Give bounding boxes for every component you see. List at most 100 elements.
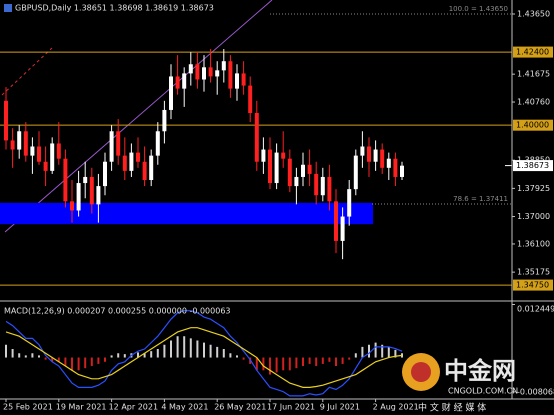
chart-title: GBPUSD,Daily 1.38651 1.38698 1.38619 1.3… (15, 4, 214, 13)
histogram-bar (183, 336, 186, 358)
y-tick-label: 1.43650 (517, 10, 550, 19)
level-box (513, 46, 553, 58)
candle-body (89, 176, 94, 205)
histogram-bar (117, 353, 120, 358)
histogram-bar (104, 357, 106, 362)
histogram-bar (11, 349, 14, 358)
candle-body (188, 64, 193, 74)
zone (0, 202, 373, 225)
histogram-bar (31, 353, 34, 358)
histogram-bar (368, 344, 370, 358)
candle-body (400, 165, 404, 177)
fib-label: 100.0 = 1.43650 (449, 5, 508, 13)
watermark-name: 中金网 (444, 357, 516, 385)
candle-body (162, 109, 167, 132)
trend-line (4, 0, 273, 233)
candle-body (50, 143, 55, 171)
histogram-bar (328, 357, 331, 362)
histogram-bar (51, 357, 54, 362)
histogram-bar (163, 344, 166, 358)
candle-body (221, 61, 226, 71)
candle-body (334, 201, 338, 241)
candle-body (4, 100, 8, 141)
candle-body (30, 146, 35, 156)
candle-body (103, 161, 107, 187)
candle-body (386, 158, 391, 168)
histogram-bar (341, 357, 344, 364)
histogram-bar (196, 340, 199, 358)
candle-body (314, 173, 319, 196)
y-tick-label: 1.41675 (517, 70, 550, 79)
histogram-bar (269, 357, 271, 375)
candle-body (281, 152, 286, 159)
histogram-bar (255, 357, 258, 371)
candle-body (228, 61, 233, 89)
x-tick-label: 17 Jun 2021 (267, 403, 315, 412)
logo (411, 362, 431, 382)
last-price-box (513, 160, 553, 172)
histogram-bar (24, 355, 27, 358)
candle-body (241, 73, 246, 86)
y-tick-label: -0.008068 (517, 387, 554, 396)
histogram-bar (209, 344, 212, 358)
candle-body (327, 176, 332, 202)
candle-body (122, 155, 127, 171)
histogram-bar (381, 344, 384, 358)
candle-body (301, 164, 305, 177)
fib-label: 78.6 = 1.37411 (453, 195, 508, 203)
histogram-bar (203, 342, 205, 358)
histogram-bar (189, 338, 192, 358)
candle-body (37, 146, 41, 162)
histogram-bar (387, 346, 390, 358)
signal-line (5, 327, 403, 388)
level-label: 1.34750 (516, 281, 549, 290)
candle-body (17, 131, 22, 150)
x-tick-label: 19 Mar 2021 (56, 403, 107, 412)
candle-body (129, 152, 134, 171)
histogram-bar (110, 355, 113, 358)
histogram-bar (321, 357, 324, 364)
histogram-bar (361, 346, 364, 358)
candle-body (254, 112, 259, 162)
candle-body (248, 85, 253, 113)
last-price-label: 1.38673 (516, 161, 549, 170)
histogram-bar (77, 357, 80, 371)
candle-body (136, 152, 140, 162)
x-tick-label: 25 Feb 2021 (3, 403, 53, 412)
candle-body (208, 67, 213, 77)
candle-body (169, 76, 173, 110)
candle-body (195, 64, 200, 80)
candle-body (56, 143, 61, 159)
candle-body (149, 155, 154, 180)
level-label: 1.42400 (516, 48, 549, 57)
y-tick-label: 1.40760 (517, 98, 550, 107)
candle-body (63, 158, 68, 202)
candle-body (175, 76, 180, 89)
candle-body (360, 146, 365, 156)
histogram-bar (374, 342, 377, 358)
histogram-bar (84, 357, 87, 369)
histogram-bar (394, 349, 397, 358)
histogram-bar (64, 357, 67, 367)
watermark-url: CNGOLD.COM.CN (448, 387, 518, 396)
candle-body (155, 131, 160, 156)
symbol-icon (4, 4, 12, 12)
histogram-bar (295, 357, 298, 369)
candle-body (76, 183, 81, 211)
candle-body (294, 176, 299, 187)
histogram-bar (354, 353, 357, 358)
histogram-bar (335, 357, 337, 367)
histogram-bar (229, 353, 232, 358)
candle-body (373, 149, 378, 162)
candle-body (353, 155, 358, 190)
x-tick-label: 9 Jul 2021 (320, 403, 360, 412)
macd-line (5, 310, 403, 397)
histogram-bar (90, 357, 93, 367)
histogram-bar (216, 346, 219, 358)
candle-body (274, 152, 279, 184)
level-label: 1.40000 (516, 121, 549, 130)
candle-body (320, 176, 325, 196)
candle-body (142, 161, 147, 180)
candle-body (23, 131, 28, 156)
histogram-bar (176, 336, 179, 358)
